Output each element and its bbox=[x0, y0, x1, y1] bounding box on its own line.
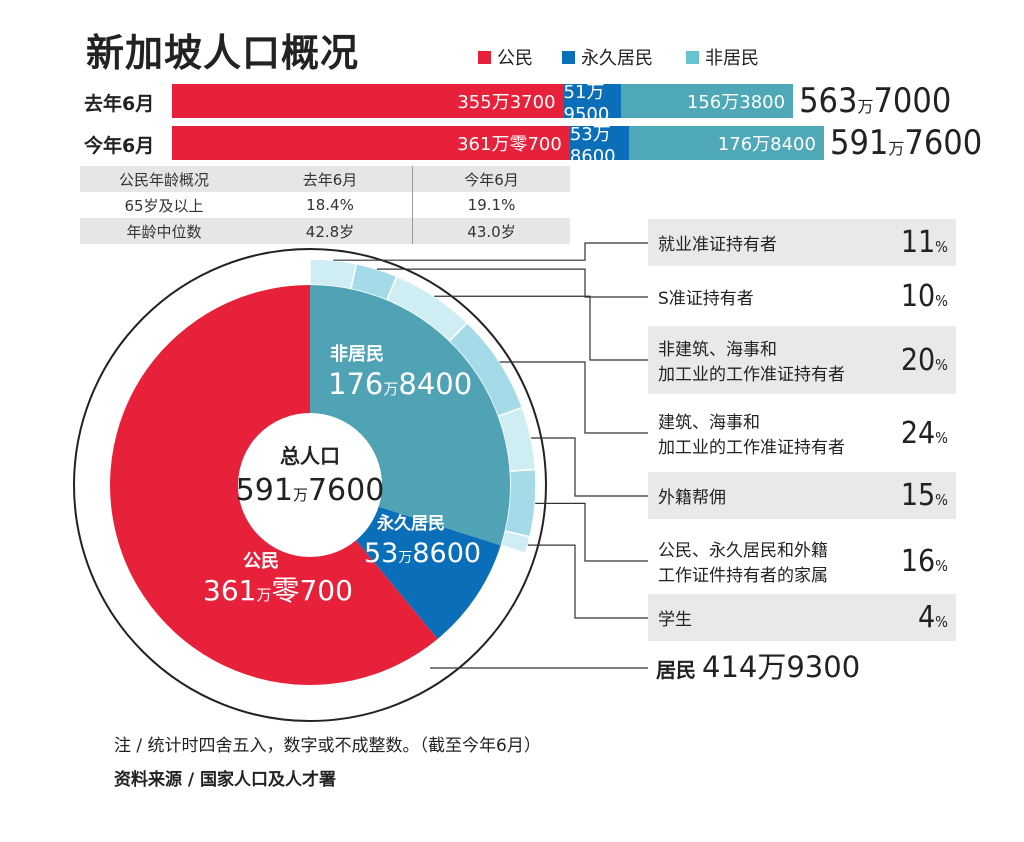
donut-label-nonres: 非居民 bbox=[330, 343, 384, 365]
donut-value-nonres: 176万8400 bbox=[328, 367, 472, 401]
age-table-row: 年龄中位数 42.8岁 43.0岁 bbox=[80, 218, 570, 244]
page-title: 新加坡人口概况 bbox=[86, 31, 360, 75]
leader-line-1 bbox=[333, 242, 648, 261]
category-line-1: 建筑、海事和 bbox=[658, 413, 760, 433]
category-line-1: S准证持有者 bbox=[658, 289, 754, 309]
donut-hole bbox=[238, 413, 382, 557]
nonres-category-label: 非建筑、海事和加工业的工作准证持有者 bbox=[658, 335, 845, 385]
category-line-2: 工作证件持有者的家属 bbox=[658, 566, 828, 586]
category-line-1: 就业准证持有者 bbox=[658, 235, 777, 255]
legend-item-pr: 永久居民 bbox=[562, 44, 653, 70]
nonres-category-2: S准证持有者 10% bbox=[648, 273, 956, 320]
nonres-category-label: 外籍帮佣 bbox=[658, 483, 726, 508]
nonres-category-percent: 10% bbox=[900, 279, 948, 314]
legend-swatch-citizen bbox=[478, 50, 491, 64]
bar-value-pr: 51万9500 bbox=[563, 81, 610, 125]
bar-segment-citizen: 355万3700 bbox=[172, 84, 564, 118]
bar-last-year: 355万3700 51万9500 156万3800 bbox=[172, 82, 794, 125]
category-line-1: 非建筑、海事和 bbox=[658, 340, 777, 360]
legend-label-citizen: 公民 bbox=[497, 48, 533, 69]
nonres-category-percent: 20% bbox=[900, 342, 948, 378]
bar-value-citizen: 361万零700 bbox=[457, 134, 562, 155]
bar-value-citizen: 355万3700 bbox=[457, 92, 556, 113]
nonres-category-percent: 16% bbox=[900, 543, 948, 579]
residents-label: 居民 414万9300 bbox=[656, 650, 860, 684]
category-line-2: 加工业的工作准证持有者 bbox=[658, 365, 845, 385]
nonres-category-label: 学生 bbox=[658, 605, 692, 630]
bar-segment-pr: 51万9500 bbox=[563, 82, 621, 125]
donut-center-value: 591万7600 bbox=[236, 473, 385, 508]
donut-value-pr: 53万8600 bbox=[364, 538, 481, 569]
donut-center-label: 总人口 bbox=[280, 444, 340, 468]
age-table-row: 65岁及以上 18.4% 19.1% bbox=[80, 192, 570, 218]
bar-segment-nonres: 176万8400 bbox=[629, 126, 824, 160]
nonres-category-percent: 11% bbox=[900, 225, 948, 260]
donut-value-citizen: 361万零700 bbox=[203, 574, 353, 607]
legend-label-nonres: 非居民 bbox=[705, 48, 759, 69]
nonres-category-6: 公民、永久居民和外籍 工作证件持有者的家属 16% bbox=[648, 527, 956, 595]
nonres-category-5: 外籍帮佣 15% bbox=[648, 472, 956, 519]
nonres-category-4: 建筑、海事和加工业的工作准证持有者 24% bbox=[648, 399, 956, 467]
legend-swatch-nonres bbox=[686, 50, 699, 64]
bar-total-last-year: 563万7000 bbox=[799, 81, 952, 121]
leader-line-6 bbox=[535, 502, 648, 562]
bar-value-pr: 53万8600 bbox=[569, 123, 616, 167]
leader-line-2 bbox=[376, 268, 648, 298]
donut-ring-segment-1 bbox=[309, 258, 358, 291]
bar-value-nonres: 176万8400 bbox=[717, 134, 816, 155]
age-table: 公民年龄概况 去年6月 今年6月 65岁及以上 18.4% 19.1% 年龄中位… bbox=[80, 166, 570, 244]
leader-line-4 bbox=[499, 361, 648, 434]
nonres-category-percent: 15% bbox=[900, 478, 948, 513]
category-line-1: 公民、永久居民和外籍 bbox=[658, 541, 828, 561]
nonres-category-label: 公民、永久居民和外籍 工作证件持有者的家属 bbox=[658, 536, 828, 586]
donut-label-pr: 永久居民 bbox=[376, 513, 445, 534]
bar-label-this-year: 今年6月 bbox=[84, 135, 155, 157]
nonres-category-label: 建筑、海事和加工业的工作准证持有者 bbox=[658, 408, 845, 458]
footnote: 注 / 统计时四舍五入，数字或不成整数。（截至今年6月） bbox=[114, 736, 541, 756]
legend-item-citizen: 公民 bbox=[478, 44, 533, 70]
nonres-category-label: 就业准证持有者 bbox=[658, 230, 777, 255]
category-line-2: 加工业的工作准证持有者 bbox=[658, 438, 845, 458]
nonres-category-percent: 24% bbox=[900, 415, 948, 451]
legend-swatch-pr bbox=[562, 50, 575, 64]
bar-segment-pr: 53万8600 bbox=[569, 124, 630, 167]
leader-line-7 bbox=[527, 544, 648, 619]
nonres-category-label: S准证持有者 bbox=[658, 284, 754, 309]
source-note: 资料来源 / 国家人口及人才署 bbox=[114, 770, 337, 790]
bar-label-last-year: 去年6月 bbox=[84, 93, 155, 115]
category-line-1: 外籍帮佣 bbox=[658, 488, 726, 508]
leader-line-5 bbox=[531, 437, 648, 497]
bar-segment-nonres: 156万3800 bbox=[620, 84, 794, 118]
bar-value-nonres: 156万3800 bbox=[686, 92, 786, 113]
bar-this-year: 361万零700 53万8600 176万8400 bbox=[172, 124, 824, 167]
leader-line-3 bbox=[434, 295, 648, 361]
nonres-category-percent: 4% bbox=[918, 600, 948, 635]
nonres-category-1: 就业准证持有者 11% bbox=[648, 219, 956, 266]
legend-label-pr: 永久居民 bbox=[581, 48, 653, 69]
bar-segment-citizen: 361万零700 bbox=[172, 126, 570, 160]
nonres-category-3: 非建筑、海事和加工业的工作准证持有者 20% bbox=[648, 326, 956, 394]
bar-total-this-year: 591万7600 bbox=[830, 123, 983, 163]
donut-label-citizen: 公民 bbox=[243, 551, 279, 572]
nonres-category-7: 学生 4% bbox=[648, 594, 956, 641]
age-table-header: 公民年龄概况 去年6月 今年6月 bbox=[80, 166, 570, 192]
legend-item-nonres: 非居民 bbox=[686, 44, 759, 70]
category-line-1: 学生 bbox=[658, 610, 692, 630]
